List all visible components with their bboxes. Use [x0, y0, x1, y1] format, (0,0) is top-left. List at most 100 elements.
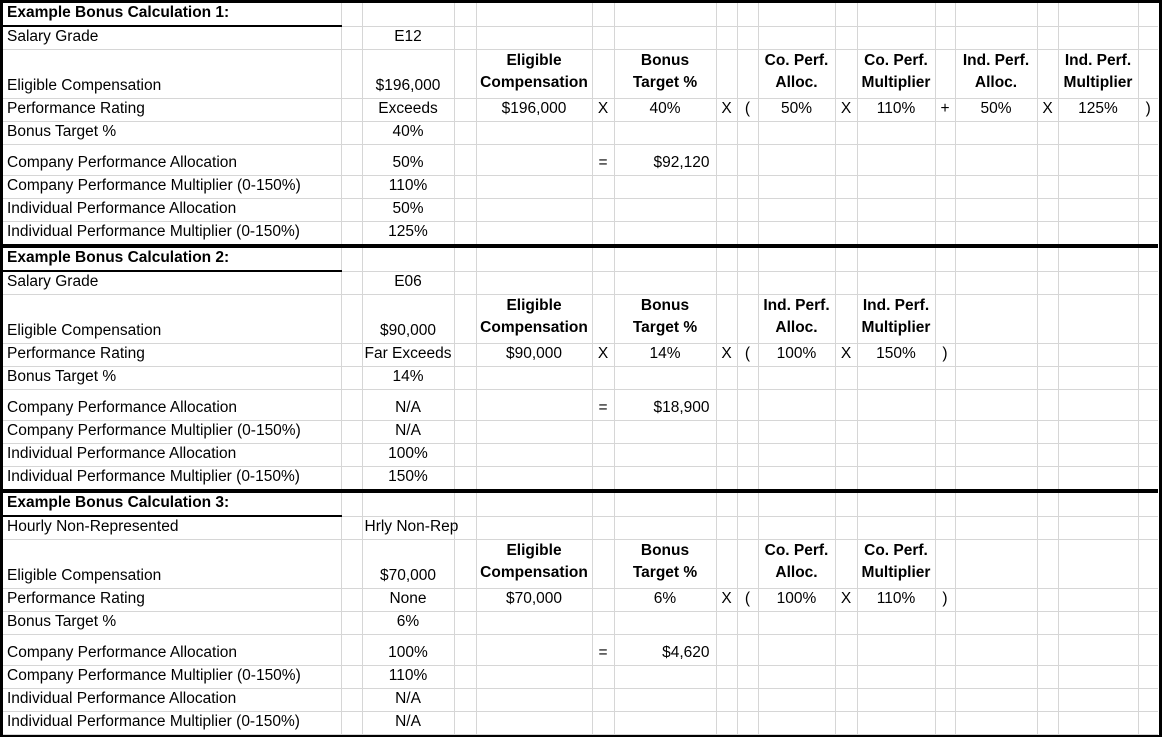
empty-cell[interactable]	[476, 121, 593, 145]
empty-cell[interactable]	[614, 420, 717, 444]
empty-cell[interactable]	[341, 248, 363, 272]
empty-cell[interactable]	[341, 420, 363, 444]
row-label[interactable]: Hourly Non-Represented	[3, 516, 342, 540]
empty-cell[interactable]	[476, 3, 593, 27]
operator-cell[interactable]: X	[835, 98, 858, 122]
empty-cell[interactable]	[341, 294, 363, 344]
empty-cell[interactable]	[716, 466, 738, 492]
empty-cell[interactable]	[614, 271, 717, 295]
empty-cell[interactable]	[737, 221, 759, 247]
empty-cell[interactable]	[1058, 3, 1139, 27]
empty-cell[interactable]	[737, 665, 759, 689]
empty-cell[interactable]	[1058, 121, 1139, 145]
empty-cell[interactable]	[1138, 688, 1158, 712]
empty-cell[interactable]	[737, 516, 759, 540]
empty-cell[interactable]	[1037, 588, 1059, 612]
empty-cell[interactable]	[592, 3, 615, 27]
empty-cell[interactable]	[341, 588, 363, 612]
empty-cell[interactable]	[935, 420, 956, 444]
empty-cell[interactable]	[716, 3, 738, 27]
empty-cell[interactable]	[454, 294, 477, 344]
row-label[interactable]: Eligible Compensation	[3, 49, 342, 99]
empty-cell[interactable]	[476, 389, 593, 421]
empty-cell[interactable]	[454, 49, 477, 99]
empty-cell[interactable]	[1058, 271, 1139, 295]
empty-cell[interactable]	[716, 688, 738, 712]
empty-cell[interactable]	[758, 144, 836, 176]
empty-cell[interactable]	[614, 611, 717, 635]
empty-cell[interactable]	[857, 248, 936, 272]
empty-cell[interactable]	[341, 121, 363, 145]
empty-cell[interactable]	[362, 3, 455, 27]
empty-cell[interactable]	[1058, 389, 1139, 421]
empty-cell[interactable]	[716, 611, 738, 635]
empty-cell[interactable]	[955, 588, 1038, 612]
empty-cell[interactable]	[1138, 248, 1158, 272]
empty-cell[interactable]	[835, 144, 858, 176]
empty-cell[interactable]	[454, 198, 477, 222]
empty-cell[interactable]	[614, 711, 717, 735]
empty-cell[interactable]	[716, 665, 738, 689]
empty-cell[interactable]	[935, 248, 956, 272]
empty-cell[interactable]	[1037, 366, 1059, 390]
formula-header[interactable]: Co. Perf. Alloc.	[758, 539, 836, 589]
empty-cell[interactable]	[454, 611, 477, 635]
operator-cell[interactable]: =	[592, 389, 615, 421]
empty-cell[interactable]	[737, 711, 759, 735]
empty-cell[interactable]	[737, 389, 759, 421]
empty-cell[interactable]	[454, 711, 477, 735]
row-value[interactable]: 100%	[362, 443, 455, 467]
section-title[interactable]: Example Bonus Calculation 1:	[3, 3, 342, 27]
operator-cell[interactable]: (	[737, 98, 759, 122]
empty-cell[interactable]	[1058, 588, 1139, 612]
empty-cell[interactable]	[758, 466, 836, 492]
empty-cell[interactable]	[1138, 389, 1158, 421]
row-value[interactable]: N/A	[362, 711, 455, 735]
empty-cell[interactable]	[1138, 221, 1158, 247]
row-label[interactable]: Company Performance Multiplier (0-150%)	[3, 420, 342, 444]
empty-cell[interactable]	[1138, 634, 1158, 666]
empty-cell[interactable]	[835, 420, 858, 444]
row-label[interactable]: Performance Rating	[3, 98, 342, 122]
empty-cell[interactable]	[835, 221, 858, 247]
empty-cell[interactable]	[835, 26, 858, 50]
formula-header[interactable]: Co. Perf. Multiplier	[857, 539, 936, 589]
empty-cell[interactable]	[758, 665, 836, 689]
empty-cell[interactable]	[835, 248, 858, 272]
empty-cell[interactable]	[737, 539, 759, 589]
empty-cell[interactable]	[1058, 248, 1139, 272]
empty-cell[interactable]	[476, 26, 593, 50]
empty-cell[interactable]	[341, 343, 363, 367]
empty-cell[interactable]	[758, 121, 836, 145]
empty-cell[interactable]	[592, 221, 615, 247]
empty-cell[interactable]	[935, 493, 956, 517]
empty-cell[interactable]	[341, 688, 363, 712]
empty-cell[interactable]	[955, 493, 1038, 517]
empty-cell[interactable]	[1058, 611, 1139, 635]
empty-cell[interactable]	[935, 49, 956, 99]
empty-cell[interactable]	[1037, 466, 1059, 492]
empty-cell[interactable]	[857, 389, 936, 421]
empty-cell[interactable]	[592, 366, 615, 390]
empty-cell[interactable]	[737, 49, 759, 99]
empty-cell[interactable]	[835, 539, 858, 589]
empty-cell[interactable]	[857, 198, 936, 222]
empty-cell[interactable]	[592, 420, 615, 444]
empty-cell[interactable]	[341, 49, 363, 99]
empty-cell[interactable]	[1138, 443, 1158, 467]
operator-cell[interactable]: )	[935, 588, 956, 612]
empty-cell[interactable]	[1058, 175, 1139, 199]
empty-cell[interactable]	[1138, 175, 1158, 199]
operator-cell[interactable]: =	[592, 634, 615, 666]
empty-cell[interactable]	[955, 665, 1038, 689]
row-label[interactable]: Company Performance Allocation	[3, 389, 342, 421]
empty-cell[interactable]	[857, 221, 936, 247]
empty-cell[interactable]	[716, 711, 738, 735]
formula-header[interactable]: Eligible Compensation	[476, 539, 593, 589]
empty-cell[interactable]	[454, 688, 477, 712]
empty-cell[interactable]	[935, 271, 956, 295]
empty-cell[interactable]	[454, 466, 477, 492]
row-label[interactable]: Salary Grade	[3, 26, 342, 50]
empty-cell[interactable]	[1037, 665, 1059, 689]
row-label[interactable]: Individual Performance Multiplier (0-150…	[3, 466, 342, 492]
